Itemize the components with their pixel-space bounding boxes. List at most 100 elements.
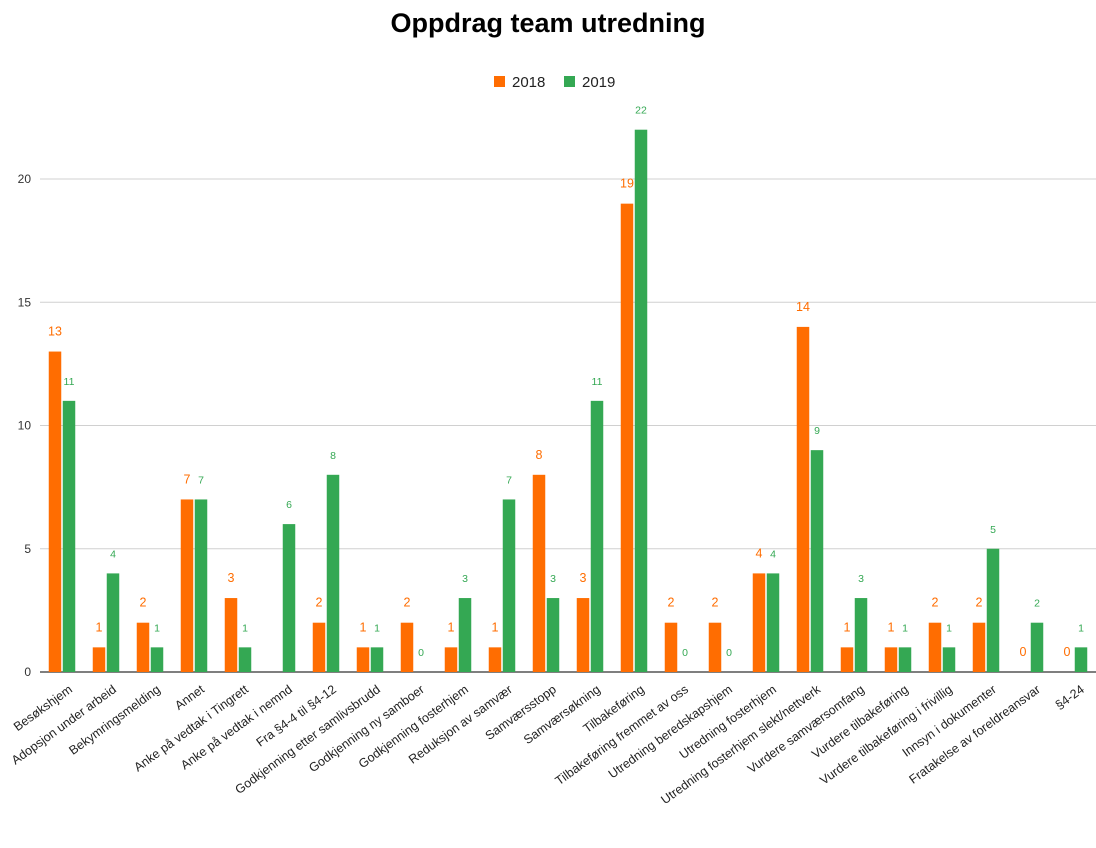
data-label-2018-10: 1 xyxy=(492,620,499,634)
bar-2018-7 xyxy=(356,647,370,672)
data-label-2018-14: 2 xyxy=(668,596,675,610)
data-label-2018-19: 1 xyxy=(888,620,895,634)
data-label-2019-19: 1 xyxy=(902,622,908,634)
data-label-2019-5: 6 xyxy=(286,499,292,511)
bar-2019-10 xyxy=(502,499,516,672)
data-label-2018-17: 14 xyxy=(796,300,810,314)
data-label-2018-21: 2 xyxy=(976,596,983,610)
bar-2018-16 xyxy=(752,573,766,672)
data-label-2019-15: 0 xyxy=(726,647,732,659)
data-label-2018-8: 2 xyxy=(404,596,411,610)
bar-2019-1 xyxy=(106,573,120,672)
data-label-2018-6: 2 xyxy=(316,596,323,610)
data-label-2019-8: 0 xyxy=(418,647,424,659)
data-label-2019-0: 11 xyxy=(64,376,75,388)
bar-2019-4 xyxy=(238,647,252,672)
data-label-2019-2: 1 xyxy=(154,622,160,634)
legend-label-2018: 2018 xyxy=(512,74,545,91)
y-tick-label: 20 xyxy=(18,172,32,186)
bar-2018-21 xyxy=(972,622,986,672)
bar-2018-15 xyxy=(708,622,722,672)
data-label-2019-11: 3 xyxy=(550,573,556,585)
data-label-2019-6: 8 xyxy=(330,450,336,462)
data-label-2019-21: 5 xyxy=(990,524,996,536)
data-label-2018-2: 2 xyxy=(140,596,147,610)
data-label-2019-16: 4 xyxy=(770,548,776,560)
bar-2019-16 xyxy=(766,573,780,672)
bar-2019-7 xyxy=(370,647,384,672)
bar-2018-9 xyxy=(444,647,458,672)
bar-2018-10 xyxy=(488,647,502,672)
data-label-2019-4: 1 xyxy=(242,622,248,634)
x-tick-label: §4-24 xyxy=(1053,682,1087,712)
data-label-2018-9: 1 xyxy=(448,620,455,634)
bar-2018-19 xyxy=(884,647,898,672)
data-label-2018-1: 1 xyxy=(96,620,103,634)
chart-title: Oppdrag team utredning xyxy=(390,8,706,38)
data-label-2018-23: 0 xyxy=(1064,645,1071,659)
bar-2018-8 xyxy=(400,622,414,672)
data-label-2018-22: 0 xyxy=(1020,645,1027,659)
bar-2019-0 xyxy=(62,400,76,672)
y-tick-label: 15 xyxy=(18,295,32,309)
data-label-2019-23: 1 xyxy=(1078,622,1084,634)
bar-2018-6 xyxy=(312,622,326,672)
data-label-2018-13: 19 xyxy=(620,177,634,191)
bar-2019-17 xyxy=(810,450,824,672)
y-tick-label: 0 xyxy=(24,665,31,679)
data-label-2019-20: 1 xyxy=(946,622,952,634)
bar-2018-11 xyxy=(532,474,546,672)
bar-2019-6 xyxy=(326,474,340,672)
bar-2018-14 xyxy=(664,622,678,672)
y-tick-label: 10 xyxy=(18,419,32,433)
data-label-2019-12: 11 xyxy=(592,376,603,388)
data-label-2019-14: 0 xyxy=(682,647,688,659)
y-tick-label: 5 xyxy=(24,542,31,556)
data-label-2018-3: 7 xyxy=(184,472,191,486)
bar-2019-3 xyxy=(194,499,208,672)
bar-2018-4 xyxy=(224,598,238,672)
bar-2018-20 xyxy=(928,622,942,672)
data-label-2018-12: 3 xyxy=(580,571,587,585)
data-label-2018-20: 2 xyxy=(932,596,939,610)
data-label-2018-18: 1 xyxy=(844,620,851,634)
legend-label-2019: 2019 xyxy=(582,74,615,91)
bar-2019-23 xyxy=(1074,647,1088,672)
bar-2019-11 xyxy=(546,598,560,672)
bar-2018-17 xyxy=(796,326,810,672)
bar-2018-12 xyxy=(576,598,590,672)
x-tick-label: Samværsøkning xyxy=(521,682,603,747)
bar-2019-2 xyxy=(150,647,164,672)
bar-2019-9 xyxy=(458,598,472,672)
legend-swatch-2019 xyxy=(564,76,575,87)
data-label-2019-1: 4 xyxy=(110,548,116,560)
legend: 2018 2019 xyxy=(494,74,615,91)
bar-2019-12 xyxy=(590,400,604,672)
bar-2018-2 xyxy=(136,622,150,672)
data-label-2018-4: 3 xyxy=(228,571,235,585)
bar-2019-22 xyxy=(1030,622,1044,672)
x-tick-label: Annet xyxy=(172,682,207,713)
bar-2019-5 xyxy=(282,524,296,672)
gridlines xyxy=(40,178,1096,673)
bar-2018-3 xyxy=(180,499,194,672)
data-label-2018-11: 8 xyxy=(536,448,543,462)
bar-2019-21 xyxy=(986,548,1000,672)
data-label-2018-15: 2 xyxy=(712,596,719,610)
bars xyxy=(48,129,1088,672)
bar-2019-18 xyxy=(854,598,868,672)
bar-2019-20 xyxy=(942,647,956,672)
data-label-2019-18: 3 xyxy=(858,573,864,585)
data-label-2019-13: 22 xyxy=(635,105,647,117)
data-label-2019-22: 2 xyxy=(1034,598,1040,610)
bar-2019-13 xyxy=(634,129,648,672)
data-label-2019-9: 3 xyxy=(462,573,468,585)
data-label-2019-17: 9 xyxy=(814,425,820,437)
x-tick-label: Utredning fosterhjem slekt/nettverk xyxy=(658,682,823,807)
bar-2018-0 xyxy=(48,351,62,672)
data-label-2019-3: 7 xyxy=(198,474,204,486)
data-label-2018-7: 1 xyxy=(360,620,367,634)
bar-2018-13 xyxy=(620,203,634,672)
